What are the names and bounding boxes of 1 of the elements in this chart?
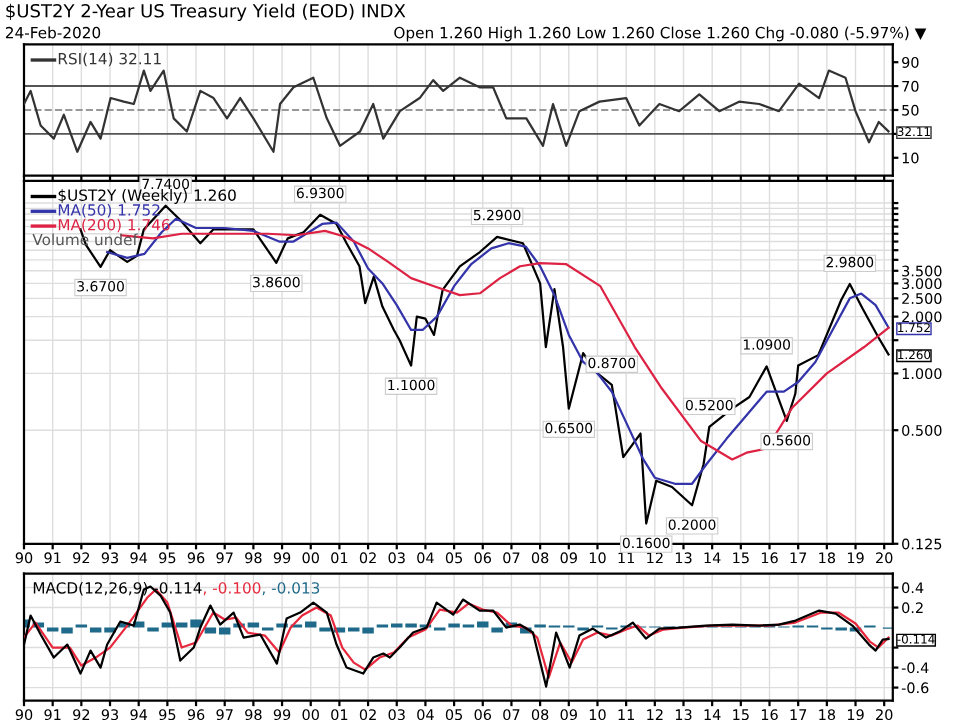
chart-title: $UST2Y 2-Year US Treasury Yield (EOD) INDX — [6, 3, 406, 22]
